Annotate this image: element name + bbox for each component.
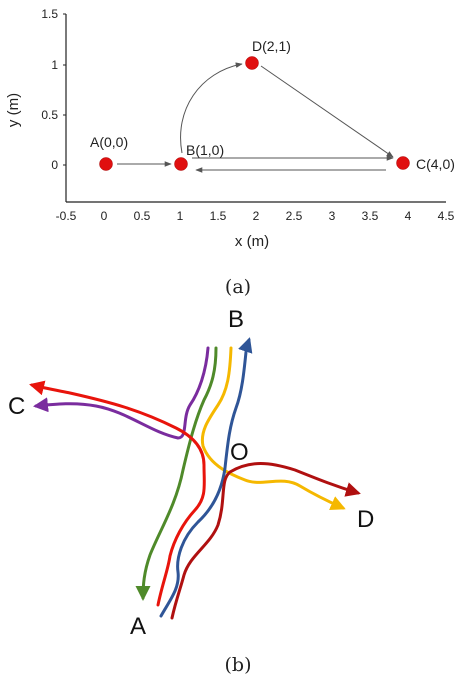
point-label-a: A(0,0): [90, 134, 128, 150]
x-tick-label: 2: [253, 209, 260, 223]
y-tick-label: 1: [51, 58, 58, 72]
panel-a: 1.5 1 0.5 0 -0.5 0 0.5 1 1.5 2 2.5 3 3.5…: [5, 7, 455, 298]
trajectory-green: [135, 346, 218, 601]
x-tick-label: 3: [329, 209, 336, 223]
y-tick-label: 1.5: [41, 7, 58, 21]
point-b: [174, 157, 188, 171]
panel-b-labels: B C O D A: [8, 306, 374, 640]
route-arrows: [117, 62, 394, 173]
x-axis-label: x (m): [235, 233, 269, 250]
x-tick-label: 0: [101, 209, 108, 223]
caption-b: (b): [225, 654, 252, 676]
point-label-d: D(2,1): [252, 38, 291, 54]
y-ticks: 1.5 1 0.5 0: [41, 7, 66, 172]
arrow-b-to-d: [180, 62, 243, 154]
y-axis-label: y (m): [5, 93, 22, 127]
x-tick-label: -0.5: [56, 209, 77, 223]
panel-b: B C O D A (b): [8, 306, 374, 676]
x-tick-label: 3.5: [362, 209, 379, 223]
label-c: C: [8, 393, 25, 420]
x-ticks: -0.5 0 0.5 1 1.5 2 2.5 3 3.5 4 4.5: [56, 209, 455, 223]
trajectory-red: [29, 380, 206, 607]
x-tick-label: 4.5: [438, 209, 455, 223]
point-a: [99, 157, 113, 171]
x-tick-label: 4: [405, 209, 412, 223]
label-a: A: [130, 613, 146, 640]
y-tick-label: 0.5: [41, 108, 58, 122]
label-b: B: [228, 306, 244, 333]
caption-a: (a): [225, 276, 251, 298]
x-tick-label: 1: [177, 209, 184, 223]
label-o: O: [230, 439, 249, 466]
point-d: [245, 56, 259, 70]
point-c: [396, 156, 410, 170]
point-label-b: B(1,0): [186, 142, 224, 158]
arrow-d-to-c: [260, 65, 394, 158]
x-tick-label: 1.5: [210, 209, 227, 223]
y-tick-label: 0: [51, 158, 58, 172]
point-label-c: C(4,0): [416, 156, 455, 172]
label-d: D: [357, 506, 374, 533]
trajectory-blue: [159, 337, 253, 618]
trajectory-darkred: [170, 462, 361, 620]
trajectory-purple: [33, 346, 210, 440]
x-tick-label: 2.5: [286, 209, 303, 223]
x-tick-label: 0.5: [134, 209, 151, 223]
trajectory-yellow: [200, 346, 346, 510]
